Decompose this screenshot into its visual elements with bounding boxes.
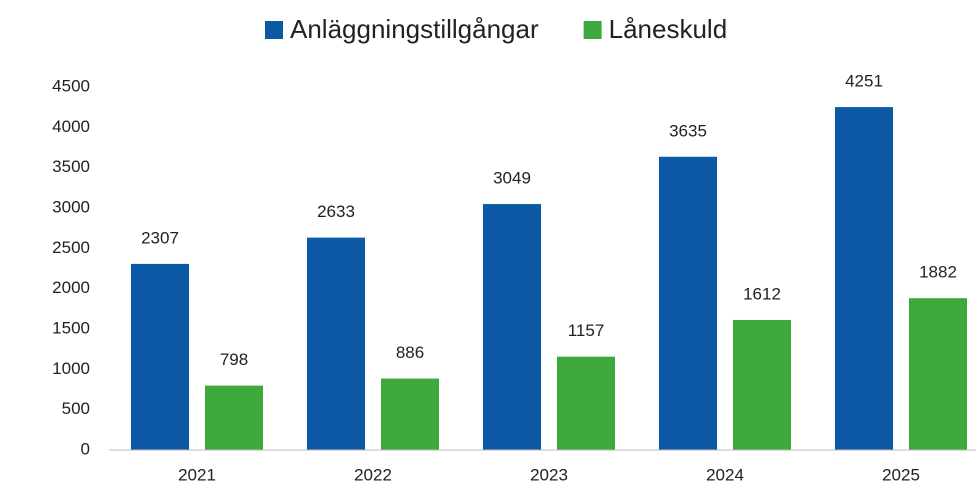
y-tick-label: 2500	[52, 238, 90, 257]
data-label: 1612	[743, 284, 781, 303]
bar	[659, 156, 717, 450]
bar	[205, 385, 263, 450]
bar	[131, 263, 189, 450]
y-tick-label: 1000	[52, 359, 90, 378]
data-label: 2307	[141, 228, 179, 247]
x-tick-label: 2023	[530, 465, 568, 484]
x-tick-label: 2025	[882, 465, 920, 484]
data-label: 3049	[493, 169, 531, 188]
x-tick-label: 2022	[354, 465, 392, 484]
bar	[307, 237, 365, 450]
data-label: 1882	[919, 263, 957, 282]
data-label: 2633	[317, 202, 355, 221]
legend-swatch	[583, 21, 602, 39]
x-tick-label: 2024	[706, 465, 744, 484]
legend-label: Anläggningstillgångar	[290, 14, 539, 44]
y-tick-label: 4500	[52, 76, 90, 95]
bar	[835, 107, 893, 450]
legend-label: Låneskuld	[609, 14, 728, 44]
y-tick-label: 4000	[52, 117, 90, 136]
bar	[557, 356, 615, 450]
bar	[381, 378, 439, 450]
y-tick-label: 1500	[52, 318, 90, 337]
data-label: 3635	[669, 121, 707, 140]
y-tick-label: 2000	[52, 278, 90, 297]
y-tick-label: 500	[62, 399, 90, 418]
y-tick-label: 0	[81, 439, 90, 458]
bar	[909, 298, 967, 450]
data-label: 886	[396, 343, 424, 362]
data-label: 798	[220, 350, 248, 369]
data-label: 4251	[845, 72, 883, 91]
bar	[483, 204, 541, 450]
data-label: 1157	[568, 321, 605, 340]
legend-swatch	[265, 21, 283, 39]
x-tick-label: 2021	[178, 465, 216, 484]
y-tick-label: 3500	[52, 157, 90, 176]
y-tick-label: 3000	[52, 197, 90, 216]
bar	[733, 319, 791, 450]
